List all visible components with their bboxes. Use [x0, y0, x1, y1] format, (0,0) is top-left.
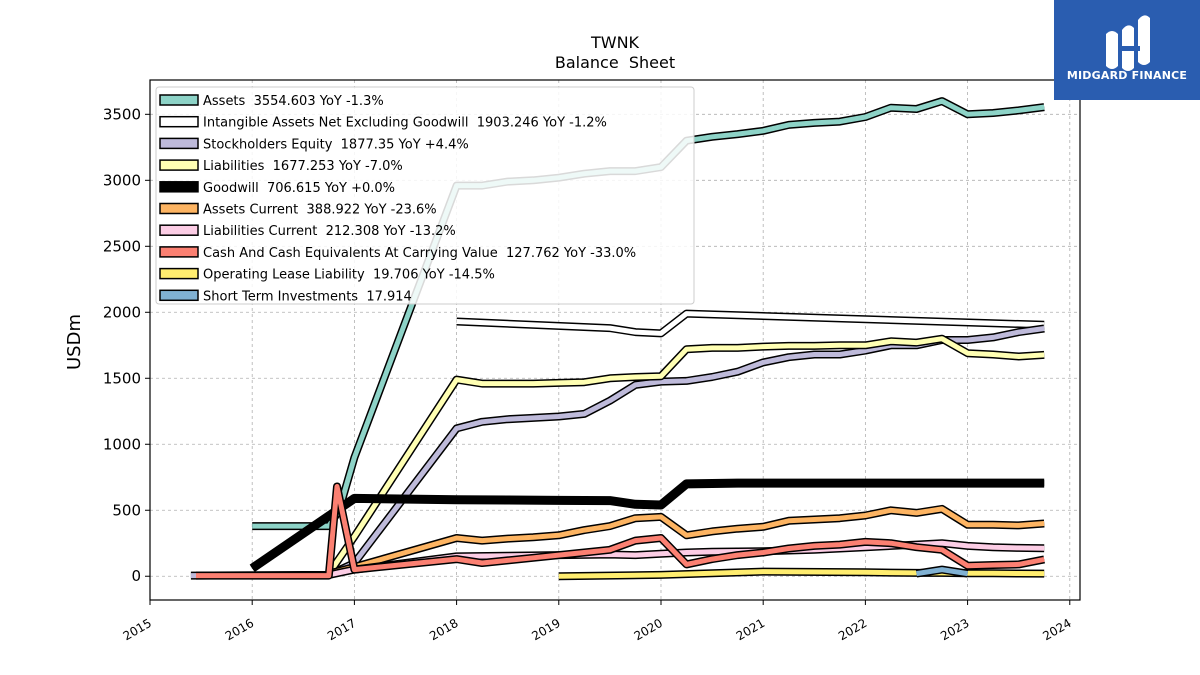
x-tick-label: 2017 — [325, 616, 358, 643]
x-tick-label: 2020 — [632, 616, 665, 643]
x-tick-label: 2019 — [529, 616, 562, 643]
legend-label: Intangible Assets Net Excluding Goodwill… — [203, 116, 607, 131]
legend-swatch — [159, 289, 199, 302]
chart-subtitle: Balance Sheet — [555, 53, 675, 72]
y-tick-label: 3000 — [103, 171, 141, 189]
legend-swatch — [159, 181, 199, 193]
series-line — [916, 567, 968, 577]
legend-label: Short Term Investments 17.914 — [203, 289, 412, 304]
y-axis-label: USDm — [64, 314, 85, 370]
logo-mark-icon — [1106, 15, 1150, 71]
legend-label: Cash And Cash Equivalents At Carrying Va… — [203, 246, 636, 261]
legend-swatch — [159, 246, 199, 258]
y-tick-label: 500 — [112, 501, 141, 519]
series-intangible-assets-net-excluding-goodwill — [456, 309, 1045, 338]
series-liabilities — [325, 334, 1045, 576]
legend-swatch — [159, 115, 199, 128]
y-tick-label: 1500 — [103, 369, 141, 387]
series-line — [328, 506, 1045, 577]
series-outline — [190, 324, 1045, 580]
series-line — [196, 484, 1045, 579]
x-tick-label: 2022 — [836, 616, 869, 643]
legend-label: Stockholders Equity 1877.35 YoY +4.4% — [203, 137, 469, 152]
legend-swatch — [159, 94, 199, 106]
x-tick-label: 2021 — [734, 616, 767, 643]
legend-label: Assets Current 388.922 YoY -23.6% — [203, 203, 437, 218]
x-tick-label: 2024 — [1040, 616, 1073, 643]
y-tick-label: 1000 — [103, 435, 141, 453]
x-tick-label: 2018 — [427, 616, 460, 643]
series-line — [326, 336, 1045, 576]
legend-label: Liabilities 1677.253 YoY -7.0% — [203, 159, 403, 174]
legend-label: Operating Lease Liability 19.706 YoY -14… — [203, 268, 495, 283]
series-cash-and-cash-equivalents-at-carrying-value — [196, 482, 1045, 580]
series-line — [190, 326, 1045, 579]
midgard-finance-logo: MIDGARD FINANCE — [1054, 0, 1200, 100]
chart-title: TWNK — [590, 33, 640, 52]
x-tick-label: 2016 — [223, 616, 256, 643]
plot-frame — [149, 79, 1081, 601]
series-goodwill — [249, 478, 1045, 573]
legend-swatch — [159, 159, 199, 171]
y-tick-label: 3500 — [103, 105, 141, 123]
legend-box — [155, 86, 695, 305]
legend-label: Goodwill 706.615 YoY +0.0% — [203, 181, 395, 196]
y-tick-label: 2000 — [103, 303, 141, 321]
series-short-term-investments — [915, 565, 969, 578]
y-tick-label: 2500 — [103, 237, 141, 255]
series-operating-lease-liability — [558, 567, 1045, 581]
legend-label: Liabilities Current 212.308 YoY -13.2% — [203, 224, 456, 239]
legend-swatch — [159, 267, 199, 280]
x-tick-label: 2023 — [938, 616, 971, 643]
series-line — [456, 311, 1045, 336]
y-tick-label: 0 — [131, 567, 141, 585]
x-tick-label: 2015 — [121, 616, 154, 643]
legend-label: Assets 3554.603 YoY -1.3% — [203, 94, 384, 109]
legend-swatch — [159, 224, 199, 236]
legend: Assets 3554.603 YoY -1.3% Intangible Asse… — [155, 86, 695, 305]
series-assets-current — [327, 504, 1045, 578]
legend-swatch — [159, 202, 199, 215]
series-line — [250, 480, 1045, 571]
series-stockholders-equity — [190, 324, 1045, 580]
logo-text: MIDGARD FINANCE — [1066, 69, 1188, 82]
legend-swatch — [159, 137, 199, 150]
